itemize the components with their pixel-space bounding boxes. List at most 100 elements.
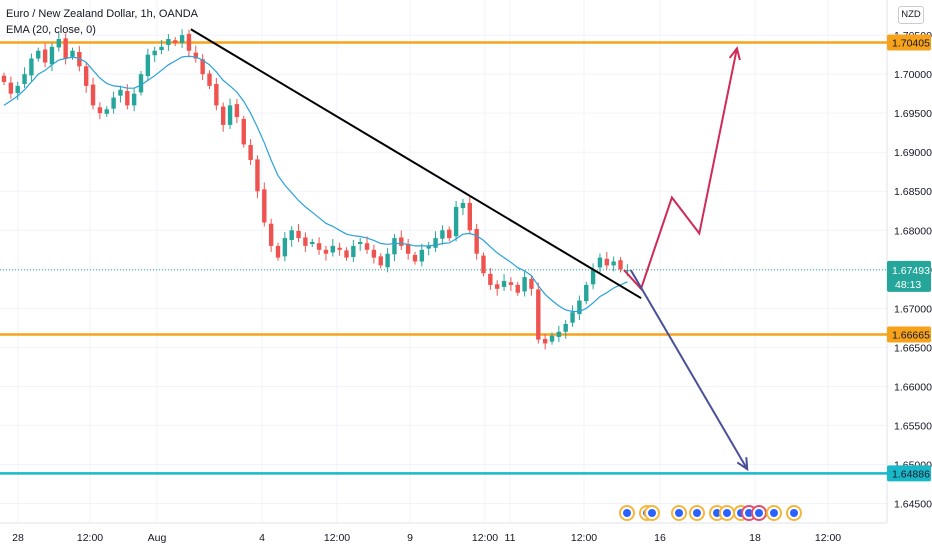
candle-body — [193, 52, 198, 59]
candle-countdown: 48:13 — [895, 279, 921, 291]
economic-event-icon-dot — [675, 509, 683, 517]
level-price-tag — [887, 326, 931, 343]
candle-body — [227, 105, 233, 125]
candle-body — [310, 241, 315, 245]
candle-body — [536, 289, 541, 340]
candle-body — [337, 247, 342, 250]
candle-body — [590, 269, 596, 285]
candle-body — [166, 39, 171, 45]
economic-event-icon-dot — [723, 509, 731, 517]
candle-body — [385, 253, 390, 268]
candle-body — [152, 50, 157, 56]
candle-body — [481, 255, 486, 274]
x-tick-label: 12:00 — [77, 532, 103, 544]
symbol-title: Euro / New Zealand Dollar, 1h, OANDA — [6, 8, 198, 20]
candle-body — [248, 145, 253, 161]
candle-body — [501, 281, 507, 287]
candle-body — [467, 202, 472, 231]
candle-body — [625, 270, 630, 272]
candle-body — [104, 109, 109, 114]
candle-body — [63, 38, 68, 59]
candle-body — [56, 39, 61, 48]
candle-body — [399, 237, 404, 246]
x-tick-label: 12:00 — [571, 532, 597, 544]
candle-body — [405, 244, 411, 254]
candle-body — [296, 230, 301, 239]
y-tick-label: 1.66000 — [894, 381, 932, 393]
candle-body — [207, 73, 212, 86]
candle-body — [268, 223, 274, 246]
level-price-tag-text: 1.70405 — [892, 38, 930, 50]
candle-body — [515, 284, 520, 293]
bullish-projection-arrowhead — [728, 46, 741, 61]
candle-body — [618, 260, 623, 270]
y-tick-label: 1.64500 — [894, 498, 932, 510]
trendline[interactable] — [190, 28, 642, 300]
candle-body — [570, 312, 575, 323]
x-tick-label: 12:00 — [472, 532, 498, 544]
candle-body — [138, 74, 144, 93]
economic-event-icon-dot — [648, 509, 656, 517]
candle-body — [549, 335, 555, 342]
economic-event-icon-dot — [745, 509, 753, 517]
candle-body — [255, 159, 260, 192]
candle-body — [49, 46, 55, 65]
candle-body — [508, 282, 514, 285]
candle-body — [173, 40, 178, 43]
candle-body — [577, 300, 582, 315]
candle-body — [221, 106, 226, 125]
candle-body — [214, 83, 219, 106]
x-tick-label: 4 — [259, 532, 265, 544]
y-tick-label: 1.70000 — [894, 69, 932, 81]
candle-body — [433, 238, 438, 248]
candle-body — [542, 338, 548, 344]
candle-body — [234, 104, 240, 118]
candle-body — [111, 97, 116, 109]
candle-body — [8, 82, 14, 94]
x-tick-label: Aug — [148, 532, 167, 544]
candle-body — [453, 206, 459, 237]
candle-body — [241, 118, 246, 145]
candle-body — [426, 245, 431, 249]
candle-body — [344, 250, 349, 258]
candle-body — [358, 241, 363, 245]
economic-event-icon-dot — [790, 509, 798, 517]
candle-body — [611, 261, 616, 266]
candle-body — [440, 230, 445, 239]
y-tick-label: 1.69000 — [894, 147, 932, 159]
candle-body — [29, 58, 34, 76]
candle-body — [186, 33, 192, 51]
bullish-projection[interactable] — [623, 48, 738, 291]
candle-body — [1, 75, 7, 82]
candle-body — [474, 229, 479, 254]
candle-body — [200, 59, 205, 75]
candle-body — [90, 84, 96, 106]
candle-body — [179, 35, 185, 43]
level-price-tag — [887, 465, 931, 482]
x-tick-label: 16 — [654, 532, 666, 544]
candle-body — [275, 245, 281, 258]
x-tick-label: 18 — [749, 532, 761, 544]
y-tick-label: 1.68500 — [894, 186, 932, 198]
last-price-value: 1.67493 — [892, 265, 930, 277]
candle-body — [289, 230, 294, 240]
candle-body — [392, 238, 397, 255]
y-tick-label: 1.67000 — [894, 303, 932, 315]
candle-body — [15, 85, 20, 94]
bearish-projection[interactable] — [629, 269, 749, 470]
candle-body — [460, 202, 466, 209]
x-tick-label: 12:00 — [815, 532, 841, 544]
candle-body — [118, 89, 123, 96]
candle-body — [447, 229, 452, 239]
candle-body — [597, 257, 603, 268]
candle-body — [282, 238, 288, 257]
x-tick-label: 12:00 — [324, 532, 350, 544]
candle-body — [412, 254, 418, 262]
candle-body — [131, 93, 137, 106]
y-tick-label: 1.68000 — [894, 225, 932, 237]
currency-badge[interactable]: NZD — [898, 6, 924, 24]
economic-event-icon-dot — [770, 509, 778, 517]
